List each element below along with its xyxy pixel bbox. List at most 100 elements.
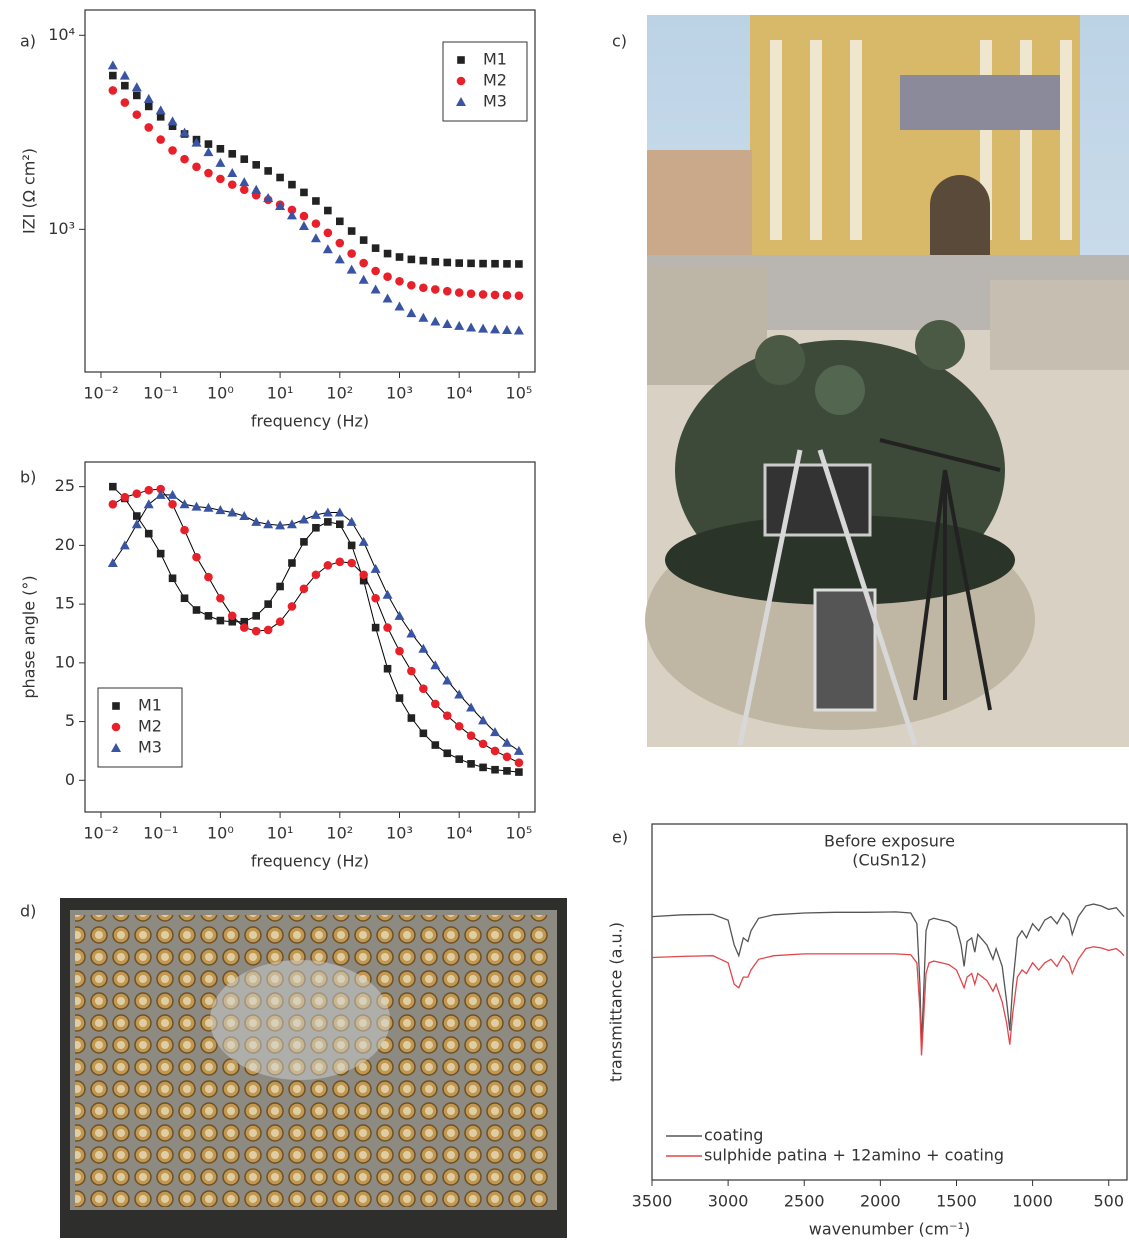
marker-triangle: [286, 210, 297, 220]
marker-triangle: [406, 628, 417, 638]
marker-square: [228, 617, 237, 626]
marker-triangle: [430, 660, 441, 670]
marker-triangle: [310, 233, 321, 243]
marker-circle: [156, 135, 165, 144]
marker-circle: [108, 499, 118, 509]
marker-triangle: [155, 105, 166, 115]
y-tick-label: 20: [55, 535, 75, 554]
plot-frame: [651, 823, 1128, 1181]
marker-triangle: [275, 520, 286, 530]
marker-triangle: [191, 137, 202, 147]
marker-square: [407, 714, 416, 722]
marker-triangle: [346, 516, 357, 526]
marker-circle: [478, 290, 488, 299]
marker-square: [312, 197, 320, 205]
marker-square: [503, 767, 511, 775]
marker-triangle: [466, 322, 477, 332]
marker-circle: [419, 684, 428, 693]
legend-label: coating: [704, 1126, 763, 1145]
marker-square: [276, 173, 284, 182]
x-tick-label: 3000: [708, 1192, 749, 1211]
x-tick-label: 10⁴: [446, 824, 473, 843]
marker-circle: [347, 558, 356, 568]
marker-triangle: [442, 319, 453, 329]
marker-square: [431, 741, 440, 749]
marker-square: [479, 259, 487, 268]
x-tick-label: 10⁰: [207, 824, 234, 843]
marker-square: [300, 188, 308, 197]
marker-circle: [395, 276, 404, 286]
x-tick-label: 2000: [860, 1192, 901, 1211]
marker-circle: [216, 174, 225, 184]
marker-square: [419, 256, 428, 265]
marker-triangle: [454, 320, 465, 330]
marker-triangle: [358, 536, 369, 546]
marker-square: [156, 549, 165, 558]
marker-square: [109, 482, 117, 491]
x-tick-label: 10³: [386, 384, 413, 403]
marker-circle: [192, 552, 201, 562]
marker-square: [383, 664, 392, 673]
marker-circle: [251, 626, 261, 636]
marker-circle: [180, 154, 189, 164]
marker-circle: [227, 180, 237, 189]
marker-triangle: [215, 505, 226, 515]
chart-subtitle: (CuSn12): [852, 851, 926, 870]
marker-circle: [456, 76, 466, 86]
marker-square: [491, 259, 499, 268]
marker-square: [192, 606, 201, 614]
plot-frame: [84, 461, 536, 813]
marker-square: [503, 260, 511, 268]
marker-triangle: [501, 324, 512, 334]
marker-square: [156, 113, 165, 121]
marker-circle: [454, 721, 464, 731]
marker-circle: [502, 291, 512, 300]
marker-square: [216, 616, 225, 625]
marker-circle: [204, 168, 213, 178]
marker-triangle: [394, 610, 405, 620]
marker-circle: [111, 722, 121, 732]
marker-square: [324, 518, 332, 526]
marker-square: [204, 612, 213, 620]
panel-label: c): [612, 32, 627, 51]
marker-triangle: [179, 127, 190, 137]
marker-circle: [323, 228, 333, 238]
legend-label: M3: [483, 92, 507, 111]
marker-square: [288, 180, 296, 189]
marker-triangle: [382, 293, 393, 303]
x-tick-label: 10¹: [267, 824, 294, 843]
marker-triangle: [370, 284, 381, 294]
marker-square: [359, 236, 368, 244]
marker-triangle: [263, 519, 274, 529]
marker-circle: [192, 162, 201, 172]
x-tick-label: 3500: [632, 1192, 673, 1211]
legend-label: M2: [483, 71, 507, 90]
marker-square: [264, 600, 272, 608]
marker-square: [407, 255, 416, 264]
marker-circle: [442, 286, 452, 296]
marker-square: [252, 612, 261, 620]
marker-square: [419, 729, 428, 738]
y-tick-label: 25: [55, 476, 75, 495]
marker-triangle: [334, 254, 345, 264]
marker-circle: [442, 711, 452, 720]
panel-label: a): [20, 32, 36, 51]
marker-triangle: [251, 516, 262, 526]
marker-circle: [514, 758, 524, 767]
legend-label: M3: [138, 738, 162, 757]
marker-circle: [466, 731, 476, 740]
marker-square: [180, 594, 189, 603]
marker-circle: [120, 98, 130, 107]
marker-circle: [275, 617, 285, 627]
plot-frame: [84, 9, 536, 373]
marker-circle: [216, 593, 225, 603]
marker-circle: [144, 123, 154, 132]
marker-square: [300, 538, 308, 546]
marker-triangle: [513, 745, 524, 755]
x-tick-label: 10⁴: [446, 384, 473, 403]
marker-triangle: [286, 519, 297, 529]
marker-circle: [431, 285, 440, 294]
marker-triangle: [418, 643, 429, 653]
marker-circle: [371, 593, 380, 603]
